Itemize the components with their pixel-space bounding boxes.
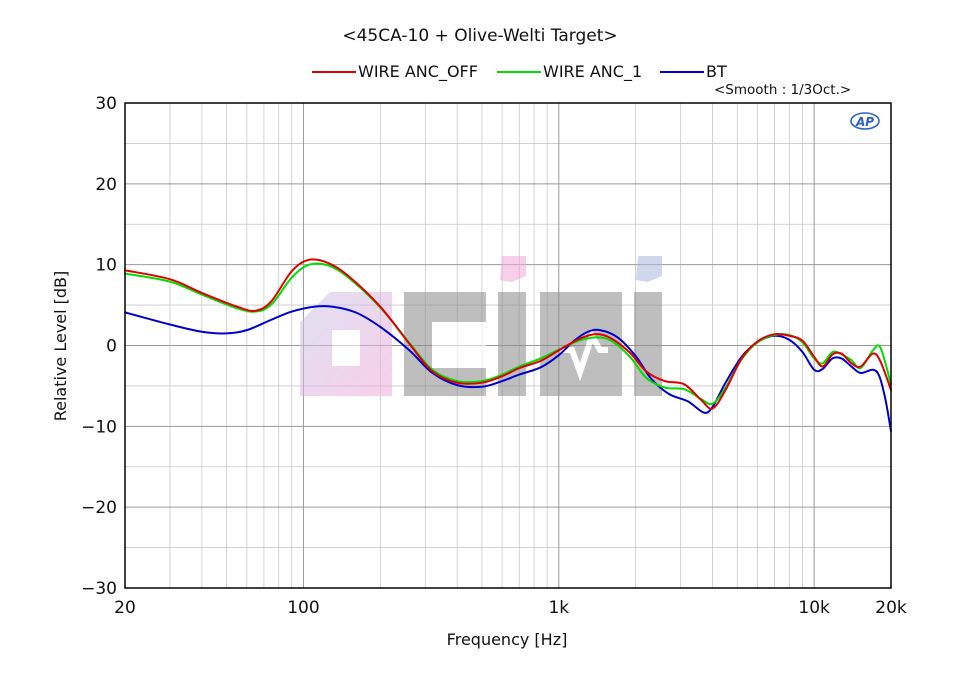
watermark-shape xyxy=(498,292,526,396)
smoothing-note: <Smooth : 1/3Oct.> xyxy=(714,82,852,98)
series-line-wire-anc-off xyxy=(124,258,892,410)
x-tick-label: 100 xyxy=(287,598,319,618)
x-tick-label: 20k xyxy=(875,598,907,618)
legend-label: WIRE ANC_1 xyxy=(543,62,643,81)
series-lines xyxy=(124,258,892,433)
site-watermark-logo xyxy=(300,256,662,396)
x-tick-label: 10k xyxy=(798,598,830,618)
legend: WIRE ANC_OFF WIRE ANC_1 BT xyxy=(0,62,960,82)
x-tick-label: 20 xyxy=(114,598,136,618)
x-tick-labels: 20 100 1k 10k 20k xyxy=(114,598,907,618)
watermark-shape xyxy=(560,328,608,382)
series-line-bt xyxy=(124,305,892,433)
watermark-shape xyxy=(636,256,662,282)
x-tick-label: 1k xyxy=(548,598,569,618)
series-line-wire-anc-1 xyxy=(124,262,892,406)
ap-logo: AP xyxy=(850,112,880,130)
legend-item-bt: BT xyxy=(660,62,727,82)
legend-item-wire-anc-1: WIRE ANC_1 xyxy=(497,62,642,82)
watermark-shape xyxy=(540,292,622,396)
x-axis-label: Frequency [Hz] xyxy=(447,630,568,649)
y-axis-label: Relative Level [dB] xyxy=(51,271,70,422)
ap-logo-text: AP xyxy=(855,115,874,129)
legend-swatch xyxy=(497,70,541,73)
y-tick-label: 20 xyxy=(95,175,117,195)
legend-swatch xyxy=(312,70,356,73)
y-tick-label: −10 xyxy=(81,417,117,437)
y-tick-label: 0 xyxy=(106,337,117,357)
legend-label: BT xyxy=(706,62,727,81)
watermark-shape xyxy=(432,322,486,368)
chart-title: <45CA-10 + Olive-Welti Target> xyxy=(342,26,618,46)
watermark-shape xyxy=(332,330,360,366)
legend-item-wire-anc-off: WIRE ANC_OFF xyxy=(312,62,478,82)
y-tick-label: −20 xyxy=(81,498,117,518)
y-tick-label: 30 xyxy=(95,94,117,114)
y-tick-labels: 30 20 10 0 −10 −20 −30 xyxy=(81,94,117,599)
watermark-shape xyxy=(500,256,526,282)
legend-label: WIRE ANC_OFF xyxy=(358,62,478,81)
legend-swatch xyxy=(660,70,704,73)
plot-frame xyxy=(124,102,892,589)
y-tick-label: 10 xyxy=(95,256,117,276)
y-tick-label: −30 xyxy=(81,579,117,599)
ap-logo-ring xyxy=(850,112,880,130)
